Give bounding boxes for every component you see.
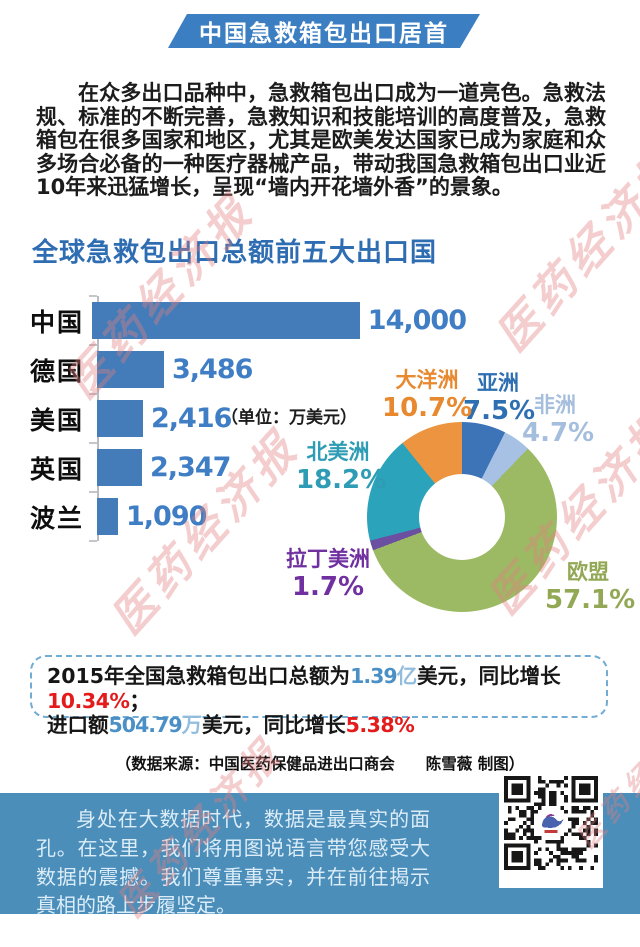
pie-label-north-america: 北美洲 18.2% [296,440,387,496]
pie-label-name: 欧盟 [567,560,609,584]
qr-center-logo [535,807,567,839]
pie-label-asia: 亚洲 7.5% [463,371,536,427]
qr-code [499,771,603,888]
title-banner: 中国急救箱包出口居首 [168,14,480,48]
stats-text: ； [129,688,150,713]
bar-row: 德国 3,486 [30,344,466,394]
footer-text: 身处在大数据时代，数据是最真实的面孔。在这里，我们将用图说语言带您感受大数据的震… [36,807,430,918]
bar-value: 2,347 [150,452,231,483]
qr-pattern [504,776,598,870]
bar-value: 3,486 [172,354,253,385]
stat-export-unit: 亿 [396,664,418,688]
bar-chart: 中国 14,000 德国 3,486 美国 2,416 英国 2,34 [30,295,467,542]
bar-label: 中国 [30,307,85,337]
pie-label-pct: 57.1% [545,585,636,615]
bar-row: 英国 2,347 [30,442,466,492]
bar-track: 14,000 [91,296,467,345]
bar-fill [91,302,360,339]
pie-label-oceania: 大洋洲 10.7% [382,368,472,424]
bar-fill [97,449,142,486]
pie-label-pct: 4.7% [522,418,595,448]
bar-track: 2,416 [97,394,466,443]
bar-track: 1,090 [97,492,466,541]
bar-row: 波兰 1,090 [30,491,466,541]
stats-box: 2015年全国急救箱包出口总额为1.39亿美元，同比增长10.34%； 进口额5… [30,655,608,737]
bar-fill [97,498,118,535]
bar-value: 2,416 [151,403,232,434]
bar-track: 2,347 [97,443,466,492]
bar-fill [97,400,143,437]
stat-import-growth: 5.38% [345,713,415,737]
donut-chart [367,422,557,612]
bar-row: 中国 14,000 [30,295,467,345]
unit-note: （单位：万美元） [221,408,357,428]
stats-text: 2015年全国急救箱包出口总额为 [47,664,351,688]
banner-title: 中国急救箱包出口居首 [199,21,449,47]
bar-track: 3,486 [97,345,466,394]
stats-text: 美元，同比增长 [417,664,561,688]
stats-line-2: 进口额504.79万美元，同比增长5.38% [47,713,596,738]
stats-text: 美元，同比增长 [202,713,346,737]
donut-hole [419,474,505,560]
pie-label-pct: 10.7% [382,393,473,423]
stat-export-growth: 10.34% [47,688,130,713]
bar-label: 英国 [30,454,85,484]
pie-label-name: 非洲 [534,393,576,417]
pie-label-name: 大洋洲 [395,368,459,392]
stat-import-value: 504.79 [108,713,183,737]
stats-text: 进口额 [47,713,109,737]
qr-logo-bird [542,816,564,828]
bar-label: 德国 [30,356,85,386]
qr-finder-top-right [571,776,598,803]
chart-title: 全球急救包出口总额前五大出口国 [32,238,438,268]
pie-label-pct: 1.7% [291,572,365,602]
stat-export-value: 1.39 [350,664,398,688]
pie-label-latin-america: 拉丁美洲 1.7% [278,547,378,603]
pie-label-eu: 欧盟 57.1% [545,560,636,616]
pie-label-pct: 7.5% [463,396,536,426]
bar-row: 美国 2,416 [30,393,466,443]
stats-line-1: 2015年全国急救箱包出口总额为1.39亿美元，同比增长 10.34%； [47,664,596,713]
bar-value: 1,090 [126,501,207,532]
source-note: （数据来源：中国医药保健品进出口商会 陈雪薇 制图） [115,755,525,773]
bar-fill [97,351,164,388]
pie-label-name: 北美洲 [306,440,370,464]
stat-import-unit: 万 [181,713,203,737]
bar-label: 美国 [30,405,85,435]
bar-value: 14,000 [367,305,467,336]
intro-paragraph: 在众多出口品种中，急救箱包出口成为一道亮色。急救法规、标准的不断完善，急救知识和… [36,81,606,200]
pie-label-pct: 18.2% [296,465,387,495]
qr-finder-top-left [504,776,531,803]
pie-label-name: 亚洲 [477,371,519,395]
qr-finder-bottom-left [504,843,531,870]
bar-label: 波兰 [30,503,85,533]
pie-label-africa: 非洲 4.7% [522,393,595,449]
pie-label-name: 拉丁美洲 [286,547,370,571]
